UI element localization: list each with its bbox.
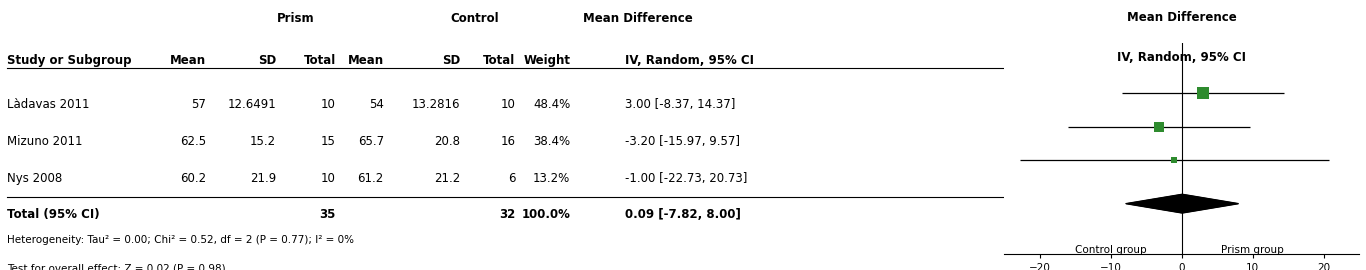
Text: Control group: Control group [1075,245,1146,255]
Text: 65.7: 65.7 [358,135,384,148]
Text: Weight: Weight [523,54,570,67]
Text: IV, Random, 95% CI: IV, Random, 95% CI [1117,51,1246,64]
Text: 38.4%: 38.4% [533,135,570,148]
Text: Control: Control [451,12,499,25]
Text: Total: Total [484,54,515,67]
Text: 13.2%: 13.2% [533,172,570,185]
Text: Mizuno 2011: Mizuno 2011 [7,135,82,148]
Text: Mean Difference: Mean Difference [1127,11,1236,24]
Text: 13.2816: 13.2816 [413,98,460,111]
Text: Làdavas 2011: Làdavas 2011 [7,98,89,111]
Text: IV, Random, 95% CI: IV, Random, 95% CI [626,54,754,67]
Text: 6: 6 [508,172,515,185]
Text: 48.4%: 48.4% [533,98,570,111]
Polygon shape [1126,194,1239,213]
Text: SD: SD [443,54,460,67]
Text: 16: 16 [500,135,515,148]
Text: 60.2: 60.2 [180,172,206,185]
Text: 100.0%: 100.0% [522,208,570,221]
Text: 61.2: 61.2 [358,172,384,185]
Text: 10: 10 [500,98,515,111]
Text: Mean Difference: Mean Difference [583,12,693,25]
Text: 0.09 [-7.82, 8.00]: 0.09 [-7.82, 8.00] [626,208,740,221]
Text: 21.2: 21.2 [434,172,460,185]
Text: -1.00 [-22.73, 20.73]: -1.00 [-22.73, 20.73] [626,172,747,185]
Text: Total (95% CI): Total (95% CI) [7,208,100,221]
Text: Prism: Prism [277,12,314,25]
Text: Mean: Mean [171,54,206,67]
Text: Test for overall effect: Z = 0.02 (P = 0.98): Test for overall effect: Z = 0.02 (P = 0… [7,263,225,270]
Text: 32: 32 [499,208,515,221]
Text: Heterogeneity: Tau² = 0.00; Chi² = 0.52, df = 2 (P = 0.77); I² = 0%: Heterogeneity: Tau² = 0.00; Chi² = 0.52,… [7,235,354,245]
Text: 10: 10 [321,98,336,111]
Text: 3.00 [-8.37, 14.37]: 3.00 [-8.37, 14.37] [626,98,735,111]
Text: 15: 15 [321,135,336,148]
Text: 57: 57 [191,98,206,111]
Text: Mean: Mean [347,54,384,67]
Text: 15.2: 15.2 [250,135,276,148]
Text: 12.6491: 12.6491 [227,98,276,111]
Text: 62.5: 62.5 [180,135,206,148]
Text: SD: SD [258,54,276,67]
Text: 20.8: 20.8 [434,135,460,148]
Text: Nys 2008: Nys 2008 [7,172,61,185]
Text: -3.20 [-15.97, 9.57]: -3.20 [-15.97, 9.57] [626,135,740,148]
Text: 35: 35 [320,208,336,221]
Text: 21.9: 21.9 [250,172,276,185]
Text: 10: 10 [321,172,336,185]
Text: Total: Total [303,54,336,67]
Text: Prism group: Prism group [1221,245,1284,255]
Text: Study or Subgroup: Study or Subgroup [7,54,131,67]
Text: 54: 54 [369,98,384,111]
